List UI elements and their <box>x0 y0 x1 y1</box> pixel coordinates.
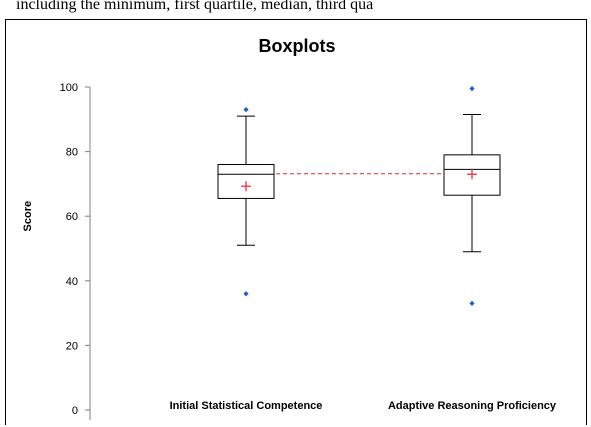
outlier-point <box>243 291 248 296</box>
outlier-point <box>469 301 474 306</box>
y-tick-label: 20 <box>66 340 78 352</box>
y-tick-label: 60 <box>66 211 78 223</box>
y-tick-label: 100 <box>60 82 78 94</box>
y-tick-label: 80 <box>66 147 78 159</box>
y-tick-label: 0 <box>72 405 78 417</box>
outlier-point <box>243 107 248 112</box>
y-tick-label: 40 <box>66 276 78 288</box>
chart-title: Boxplots <box>258 36 335 56</box>
category-label: Adaptive Reasoning Proficiency <box>388 400 557 412</box>
plot-layer: 0 20 40 60 80 100 Initial Statistical Competen… <box>60 82 557 420</box>
category-label: Initial Statistical Competence <box>170 400 323 412</box>
outlier-point <box>469 86 474 91</box>
y-axis-label: Score <box>22 201 34 232</box>
